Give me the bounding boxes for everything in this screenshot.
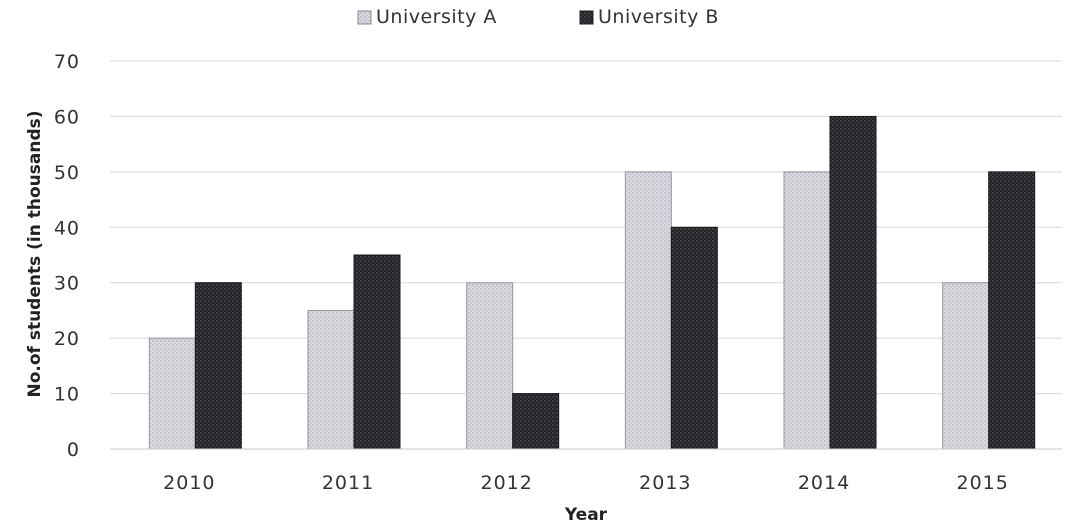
bar-university-a-2014 [783, 171, 831, 450]
y-tick-label: 50 [54, 162, 80, 184]
legend-swatch-university-a [357, 10, 372, 25]
bar-university-a-2013 [624, 171, 672, 450]
y-axis-title: No.of students (in thousands) [25, 110, 45, 397]
y-tick-label: 40 [54, 217, 80, 239]
x-tick-label: 2013 [639, 472, 691, 494]
y-tick-label: 70 [54, 51, 80, 73]
bar-university-a-2012 [466, 282, 514, 450]
y-axis-ticks: 0 10 20 30 40 50 60 70 [54, 51, 80, 461]
y-tick-label: 20 [54, 328, 80, 350]
bar-university-b-2011 [353, 254, 401, 450]
bar-university-a-2010 [148, 337, 196, 450]
x-tick-label: 2014 [798, 472, 850, 494]
x-tick-label: 2011 [322, 472, 374, 494]
y-tick-label: 0 [67, 439, 80, 461]
bar-university-b-2010 [194, 282, 242, 450]
bar-university-b-2014 [829, 115, 877, 450]
legend-label-university-a: University A [376, 6, 497, 28]
bar-university-a-2011 [307, 309, 355, 450]
legend-label-university-b: University B [598, 6, 719, 28]
x-tick-label: 2012 [480, 472, 532, 494]
bars [148, 115, 1036, 450]
gridlines [110, 60, 1062, 395]
y-tick-label: 10 [54, 384, 80, 406]
y-tick-label: 60 [54, 106, 80, 128]
bar-university-b-2012 [512, 393, 560, 450]
bar-university-b-2015 [988, 171, 1036, 450]
legend: University A University B [357, 6, 719, 28]
x-axis-ticks: 2010 2011 2012 2013 2014 2015 [163, 472, 1008, 494]
y-tick-label: 30 [54, 273, 80, 295]
x-tick-label: 2015 [956, 472, 1008, 494]
bar-university-a-2015 [942, 282, 990, 450]
bar-university-b-2013 [670, 226, 718, 450]
legend-swatch-university-b [579, 10, 594, 25]
x-tick-label: 2010 [163, 472, 215, 494]
x-axis-title: Year [564, 505, 608, 525]
